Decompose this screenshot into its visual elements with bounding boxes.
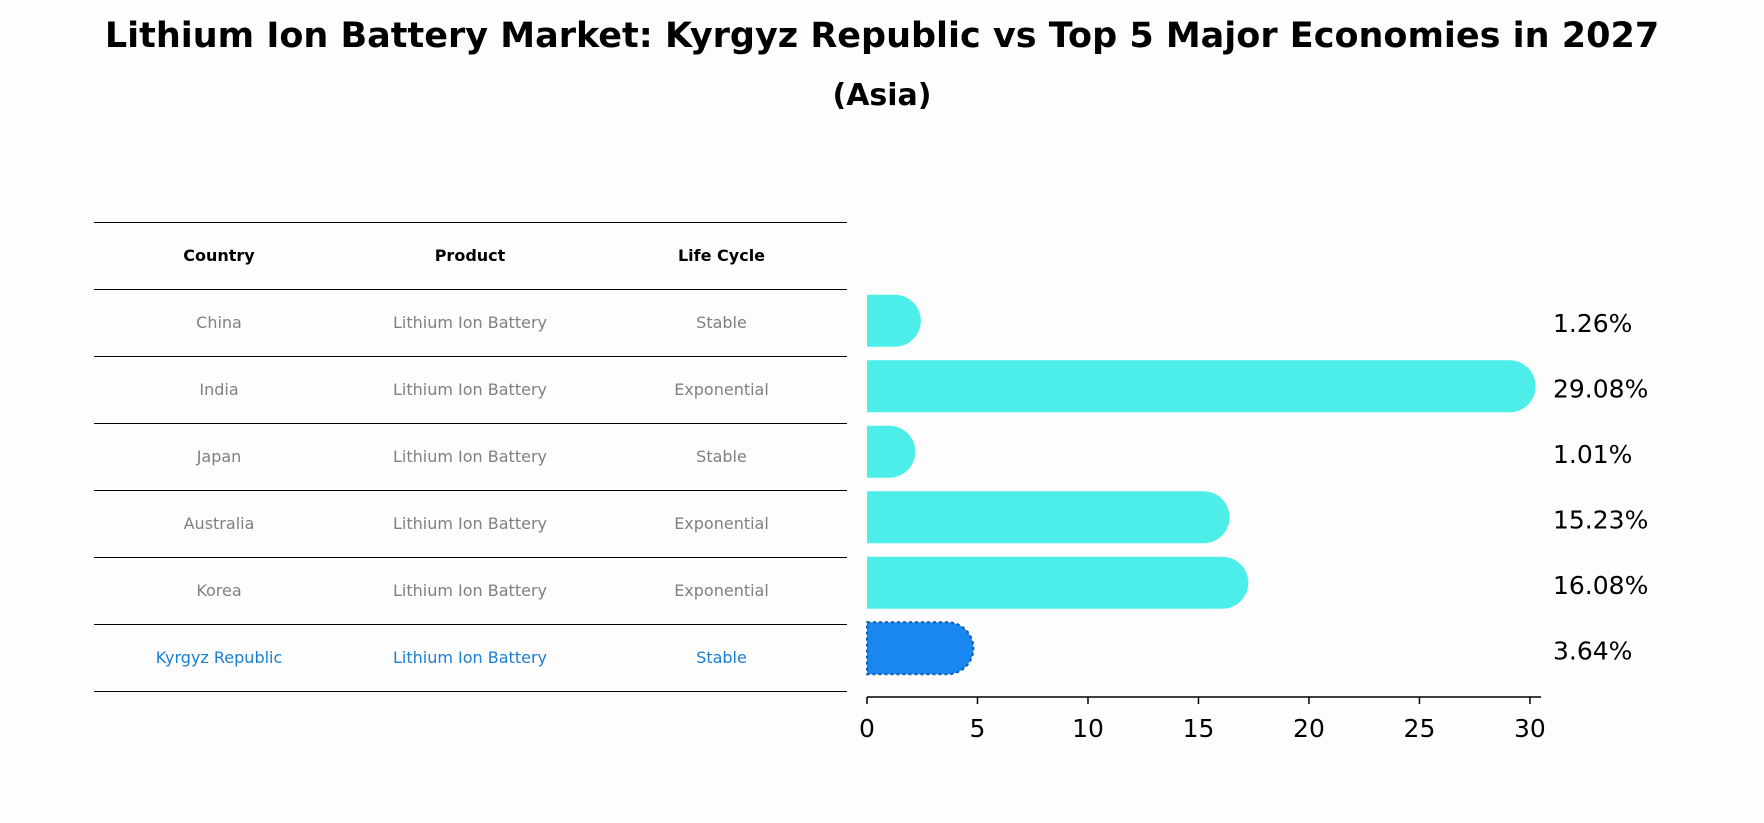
cell-country: Australia (183, 514, 255, 533)
chart-title: Lithium Ion Battery Market: Kyrgyz Repub… (104, 16, 1660, 56)
cell-product: Lithium Ion Battery (393, 380, 547, 399)
data-label: 3.64% (1553, 636, 1632, 665)
chart-subtitle: (Asia) (832, 78, 932, 113)
bar (866, 621, 975, 676)
header-product: Product (434, 246, 506, 265)
x-tick-label: 15 (1183, 714, 1215, 743)
table-header-row: Country Product Life Cycle (94, 222, 847, 289)
bar (867, 491, 1230, 544)
cell-life-cycle: Exponential (674, 581, 769, 600)
header-life-cycle: Life Cycle (677, 246, 766, 265)
x-tick-label: 30 (1514, 714, 1546, 743)
table-row: India Lithium Ion Battery Exponential (94, 356, 847, 423)
data-label: 29.08% (1553, 374, 1648, 403)
market-table: Country Product Life Cycle China Lithium… (94, 222, 847, 692)
cell-country: Japan (196, 447, 242, 466)
data-label: 16.08% (1553, 571, 1648, 600)
header-country: Country (183, 246, 255, 265)
cell-life-cycle: Stable (696, 447, 747, 466)
bar (867, 294, 921, 347)
cell-life-cycle: Stable (696, 313, 747, 332)
x-tick-label: 0 (859, 714, 875, 743)
cell-product: Lithium Ion Battery (393, 514, 547, 533)
cell-product: Lithium Ion Battery (393, 648, 547, 667)
cell-life-cycle: Stable (696, 648, 747, 667)
bar (867, 425, 916, 478)
x-tick-label: 5 (970, 714, 986, 743)
x-tick-label: 20 (1293, 714, 1325, 743)
data-label: 15.23% (1553, 505, 1648, 534)
cell-country: China (196, 313, 242, 332)
cell-country: Kyrgyz Republic (155, 648, 283, 667)
table-row: Korea Lithium Ion Battery Exponential (94, 557, 847, 624)
cell-product: Lithium Ion Battery (393, 581, 547, 600)
bar (867, 360, 1536, 413)
cell-life-cycle: Exponential (674, 514, 769, 533)
table-row-highlight: Kyrgyz Republic Lithium Ion Battery Stab… (94, 624, 847, 692)
cell-country: India (199, 380, 239, 399)
cell-life-cycle: Exponential (674, 380, 769, 399)
cell-product: Lithium Ion Battery (393, 313, 547, 332)
data-label: 1.26% (1553, 309, 1632, 338)
table-row: Australia Lithium Ion Battery Exponentia… (94, 490, 847, 557)
table-row: Japan Lithium Ion Battery Stable (94, 423, 847, 490)
data-label: 1.01% (1553, 440, 1632, 469)
cell-product: Lithium Ion Battery (393, 447, 547, 466)
x-tick-label: 10 (1072, 714, 1104, 743)
cell-country: Korea (196, 581, 242, 600)
table-row: China Lithium Ion Battery Stable (94, 289, 847, 356)
x-tick-label: 25 (1404, 714, 1436, 743)
bar (867, 556, 1249, 609)
